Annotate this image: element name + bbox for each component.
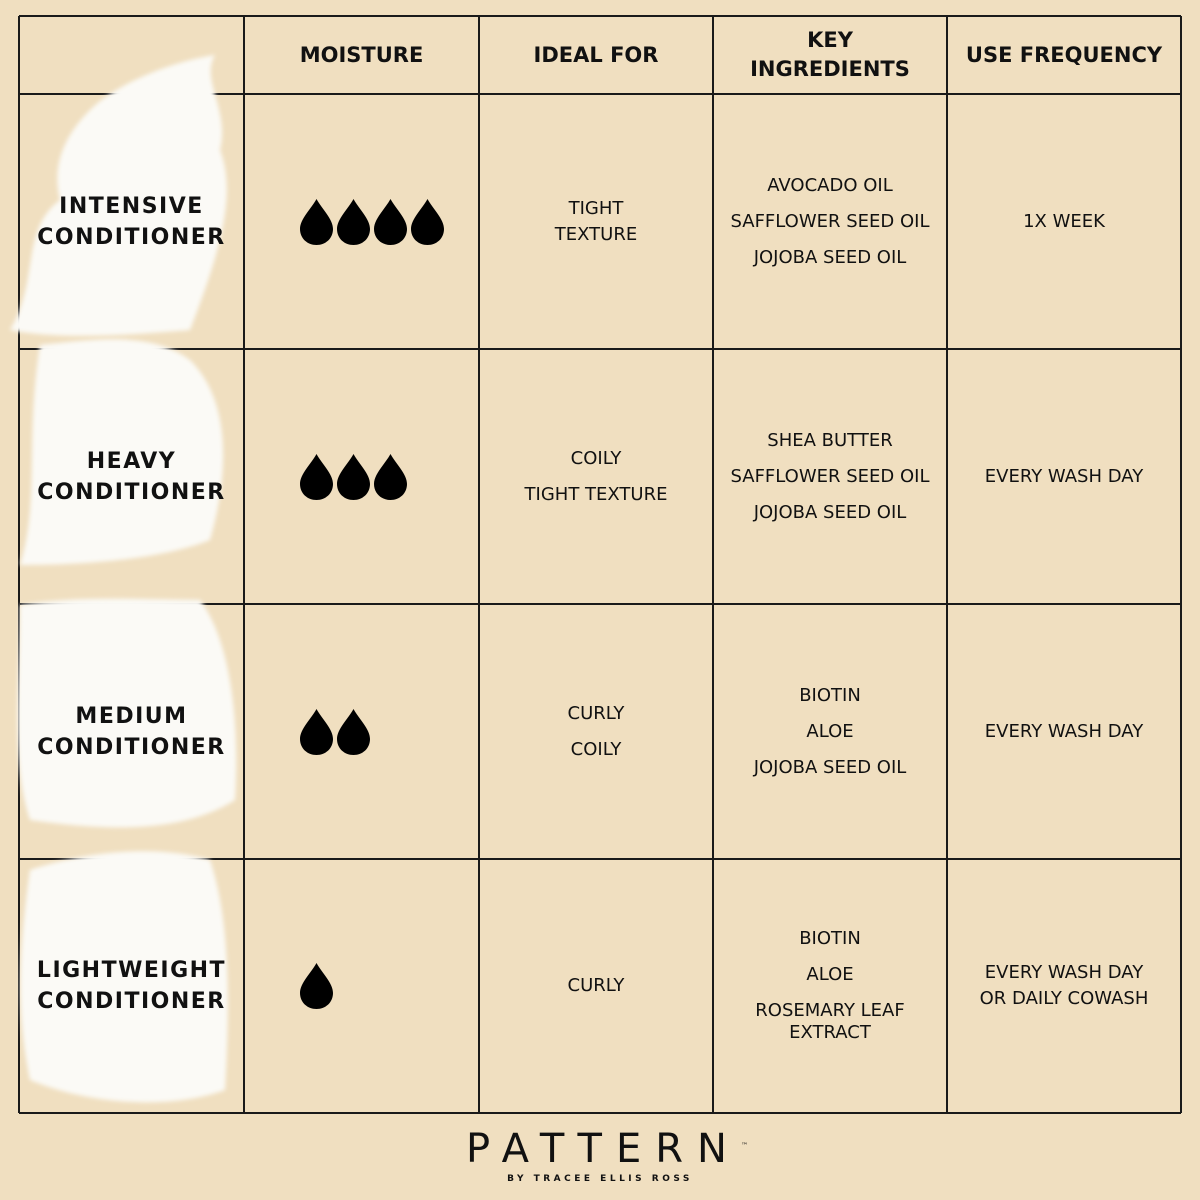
- ingredient: BIOTIN: [799, 684, 861, 706]
- cream-swatch: [17, 598, 237, 828]
- product-name-cell: HEAVY CONDITIONER: [19, 349, 244, 604]
- product-name-cell: LIGHTWEIGHT CONDITIONER: [19, 859, 244, 1113]
- ideal-for-line: TEXTURE: [554, 223, 638, 245]
- frequency-line: EVERY WASH DAY: [984, 962, 1144, 983]
- column-divider: [18, 16, 20, 1113]
- ingredient: ALOE: [806, 720, 854, 742]
- ingredient: JOJOBA SEED OIL: [753, 501, 907, 523]
- frequency-cell: EVERY WASH DAY OR DAILY COWASH: [947, 859, 1181, 1113]
- frequency-line: EVERY WASH DAY: [984, 465, 1144, 487]
- water-drop-icon: [374, 453, 407, 500]
- logo-wordmark: PATTERN: [466, 1126, 741, 1172]
- product-name-line: CONDITIONER: [37, 734, 226, 760]
- water-drop-icon: [337, 453, 370, 500]
- column-divider: [712, 16, 714, 1113]
- product-name: LIGHTWEIGHT CONDITIONER: [37, 955, 226, 1017]
- row-divider: [19, 603, 1181, 605]
- product-name-cell: INTENSIVE CONDITIONER: [19, 94, 244, 349]
- frequency-cell: EVERY WASH DAY: [947, 604, 1181, 859]
- column-divider: [243, 16, 245, 1113]
- ingredient: BIOTIN: [799, 928, 861, 949]
- ingredient: JOJOBA SEED OIL: [753, 756, 907, 778]
- frequency-line: 1X WEEK: [1023, 210, 1105, 232]
- product-name-line: INTENSIVE: [59, 193, 204, 219]
- header-3: KEY INGREDIENTS: [713, 16, 947, 94]
- ideal-for-cell: CURLY: [479, 859, 713, 1113]
- ideal-for-line: CURLY: [567, 702, 625, 724]
- water-drop-icon: [300, 708, 333, 755]
- header-4: USE FREQUENCY: [965, 42, 1163, 67]
- product-name-line: LIGHTWEIGHT: [36, 958, 227, 983]
- product-name-line: CONDITIONER: [37, 224, 226, 250]
- column-divider: [946, 16, 948, 1113]
- cream-swatch-images: [10, 55, 237, 1103]
- moisture-cell: [244, 859, 479, 1113]
- ingredients-cell: BIOTIN ALOE ROSEMARY LEAF EXTRACT: [713, 859, 947, 1113]
- cream-swatch: [20, 339, 224, 565]
- product-name-cell: MEDIUM CONDITIONER: [19, 604, 244, 859]
- product-name: MEDIUM CONDITIONER: [37, 701, 225, 763]
- row-divider: [19, 858, 1181, 860]
- frequency-cell: EVERY WASH DAY: [947, 349, 1181, 604]
- ideal-for-line: TIGHT TEXTURE: [524, 483, 668, 505]
- ingredients-cell: SHEA BUTTER SAFFLOWER SEED OIL JOJOBA SEED…: [713, 349, 947, 604]
- ideal-for-cell: CURLY COILY: [479, 604, 713, 859]
- row-divider: [19, 15, 1181, 17]
- ingredient: ROSEMARY LEAF EXTRACT: [755, 1000, 905, 1043]
- moisture-cell: [244, 349, 479, 604]
- ideal-for-line: COILY: [570, 447, 622, 469]
- product-name-line: CONDITIONER: [37, 479, 226, 505]
- header-line: INGREDIENTS: [750, 57, 910, 81]
- ingredient: SAFFLOWER SEED OIL: [730, 465, 930, 487]
- header-line: KEY: [807, 28, 853, 52]
- row-divider: [19, 93, 1181, 95]
- water-drop-icon: [337, 198, 370, 245]
- product-name: HEAVY CONDITIONER: [37, 446, 225, 508]
- moisture-cell: [244, 604, 479, 859]
- logo-tagline: BY TRACEE ELLIS ROSS: [507, 1174, 693, 1184]
- water-drop-icon: [374, 198, 407, 245]
- ingredient: ALOE: [806, 964, 854, 985]
- frequency-line: EVERY WASH DAY: [984, 720, 1144, 742]
- water-drop-icon: [300, 198, 333, 245]
- column-divider: [478, 16, 480, 1113]
- product-name-line: CONDITIONER: [37, 989, 226, 1014]
- ideal-for-cell: TIGHT TEXTURE: [479, 94, 713, 349]
- cream-swatch: [20, 851, 228, 1103]
- frequency-line: OR DAILY COWASH: [979, 988, 1149, 1009]
- comparison-table: MOISTURE IDEAL FOR KEY INGREDIENTS USE FREQU…: [10, 15, 1182, 1114]
- header-2: IDEAL FOR: [533, 42, 659, 67]
- ingredient: AVOCADO OIL: [767, 174, 893, 196]
- product-name-line: MEDIUM: [75, 703, 188, 729]
- row-divider: [19, 1112, 1181, 1114]
- product-name-line: HEAVY: [86, 448, 177, 474]
- ideal-for-line: CURLY: [567, 975, 625, 996]
- ideal-for-line: TIGHT: [568, 197, 624, 219]
- ideal-for-cell: COILY TIGHT TEXTURE: [479, 349, 713, 604]
- ingredients-cell: AVOCADO OIL SAFFLOWER SEED OIL JOJOBA SEED…: [713, 94, 947, 349]
- header-1: MOISTURE: [299, 42, 424, 67]
- ingredient: SAFFLOWER SEED OIL: [730, 210, 930, 232]
- water-drop-icon: [337, 708, 370, 755]
- ingredients-cell: BIOTIN ALOE JOJOBA SEED OIL: [713, 604, 947, 859]
- product-name: INTENSIVE CONDITIONER: [37, 191, 225, 253]
- ingredient: JOJOBA SEED OIL: [753, 246, 907, 268]
- ideal-for-line: COILY: [570, 738, 622, 760]
- row-divider: [19, 348, 1181, 350]
- water-drop-icon: [300, 963, 333, 1009]
- brand-logo: PATTERN™ BY TRACEE ELLIS ROSS: [0, 1126, 1200, 1184]
- frequency-cell: 1X WEEK: [947, 94, 1181, 349]
- water-drop-icon: [411, 198, 444, 245]
- moisture-cell: [244, 94, 479, 349]
- water-drop-icon: [300, 453, 333, 500]
- column-divider: [1180, 16, 1182, 1113]
- cream-swatch: [10, 55, 227, 336]
- ingredient: SHEA BUTTER: [767, 429, 893, 451]
- trademark: ™: [740, 1141, 748, 1150]
